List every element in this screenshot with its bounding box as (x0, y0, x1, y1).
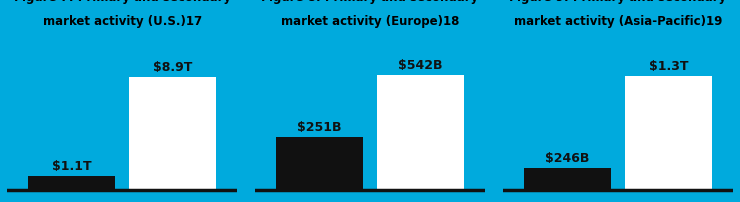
Bar (377, 75, 464, 190)
Bar (625, 76, 712, 190)
Text: $8.9T: $8.9T (153, 61, 192, 74)
Text: $251B: $251B (297, 121, 342, 134)
Text: Figure 9: Primary and secondary: Figure 9: Primary and secondary (509, 0, 727, 4)
Text: Figure 8: Primary and secondary: Figure 8: Primary and secondary (261, 0, 479, 4)
Text: market activity (Asia-Pacific)19: market activity (Asia-Pacific)19 (514, 15, 722, 28)
Text: $542B: $542B (398, 59, 443, 72)
Text: $1.3T: $1.3T (648, 60, 688, 73)
Text: $246B: $246B (545, 152, 590, 165)
Bar (524, 168, 611, 190)
Bar (28, 176, 115, 190)
Bar (129, 77, 216, 190)
Text: market activity (Europe)18: market activity (Europe)18 (280, 15, 460, 28)
Bar (276, 137, 363, 190)
Text: $1.1T: $1.1T (52, 160, 92, 173)
Text: market activity (U.S.)17: market activity (U.S.)17 (43, 15, 202, 28)
Text: Figure 7: Primary and secondary: Figure 7: Primary and secondary (13, 0, 231, 4)
